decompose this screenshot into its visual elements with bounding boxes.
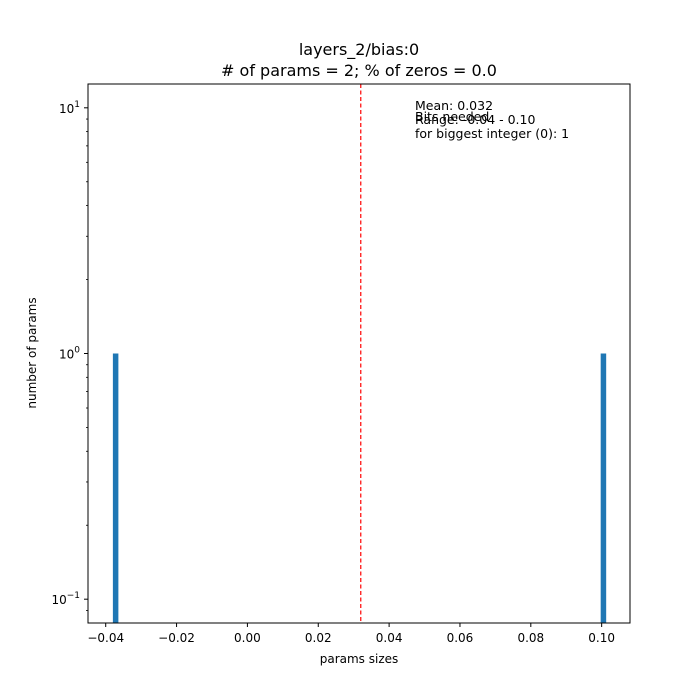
x-tick-label: 0.06 — [447, 631, 474, 645]
x-tick-label: 0.08 — [517, 631, 544, 645]
y-tick-label: 10−1 — [51, 591, 80, 607]
annotation-text-3: for biggest integer (0): 1 — [415, 126, 569, 141]
y-axis-label: number of params — [25, 297, 39, 408]
plot-area-frame — [87, 83, 631, 624]
x-tick-label: 0.04 — [376, 631, 403, 645]
x-axis-label: params sizes — [320, 652, 399, 666]
histogram-bar-0 — [112, 353, 119, 623]
chart-title-line-1: layers_2/bias:0 — [299, 40, 419, 60]
chart-title-line-2: # of params = 2; % of zeros = 0.0 — [221, 61, 497, 80]
annotation-text-2: Bits needed — [415, 109, 489, 124]
histogram-bar-1 — [600, 353, 607, 623]
x-tick-label: −0.04 — [87, 631, 124, 645]
x-tick-label: 0.00 — [234, 631, 261, 645]
x-tick-label: −0.02 — [158, 631, 195, 645]
y-tick-label: 101 — [59, 100, 80, 116]
x-tick-label: 0.02 — [305, 631, 332, 645]
x-tick-label: 0.10 — [588, 631, 615, 645]
y-tick-label: 100 — [59, 346, 80, 362]
annotation-text-1: Range: -0.04 - 0.10 — [415, 112, 535, 127]
annotation-text-0: Mean: 0.032 — [415, 98, 493, 113]
